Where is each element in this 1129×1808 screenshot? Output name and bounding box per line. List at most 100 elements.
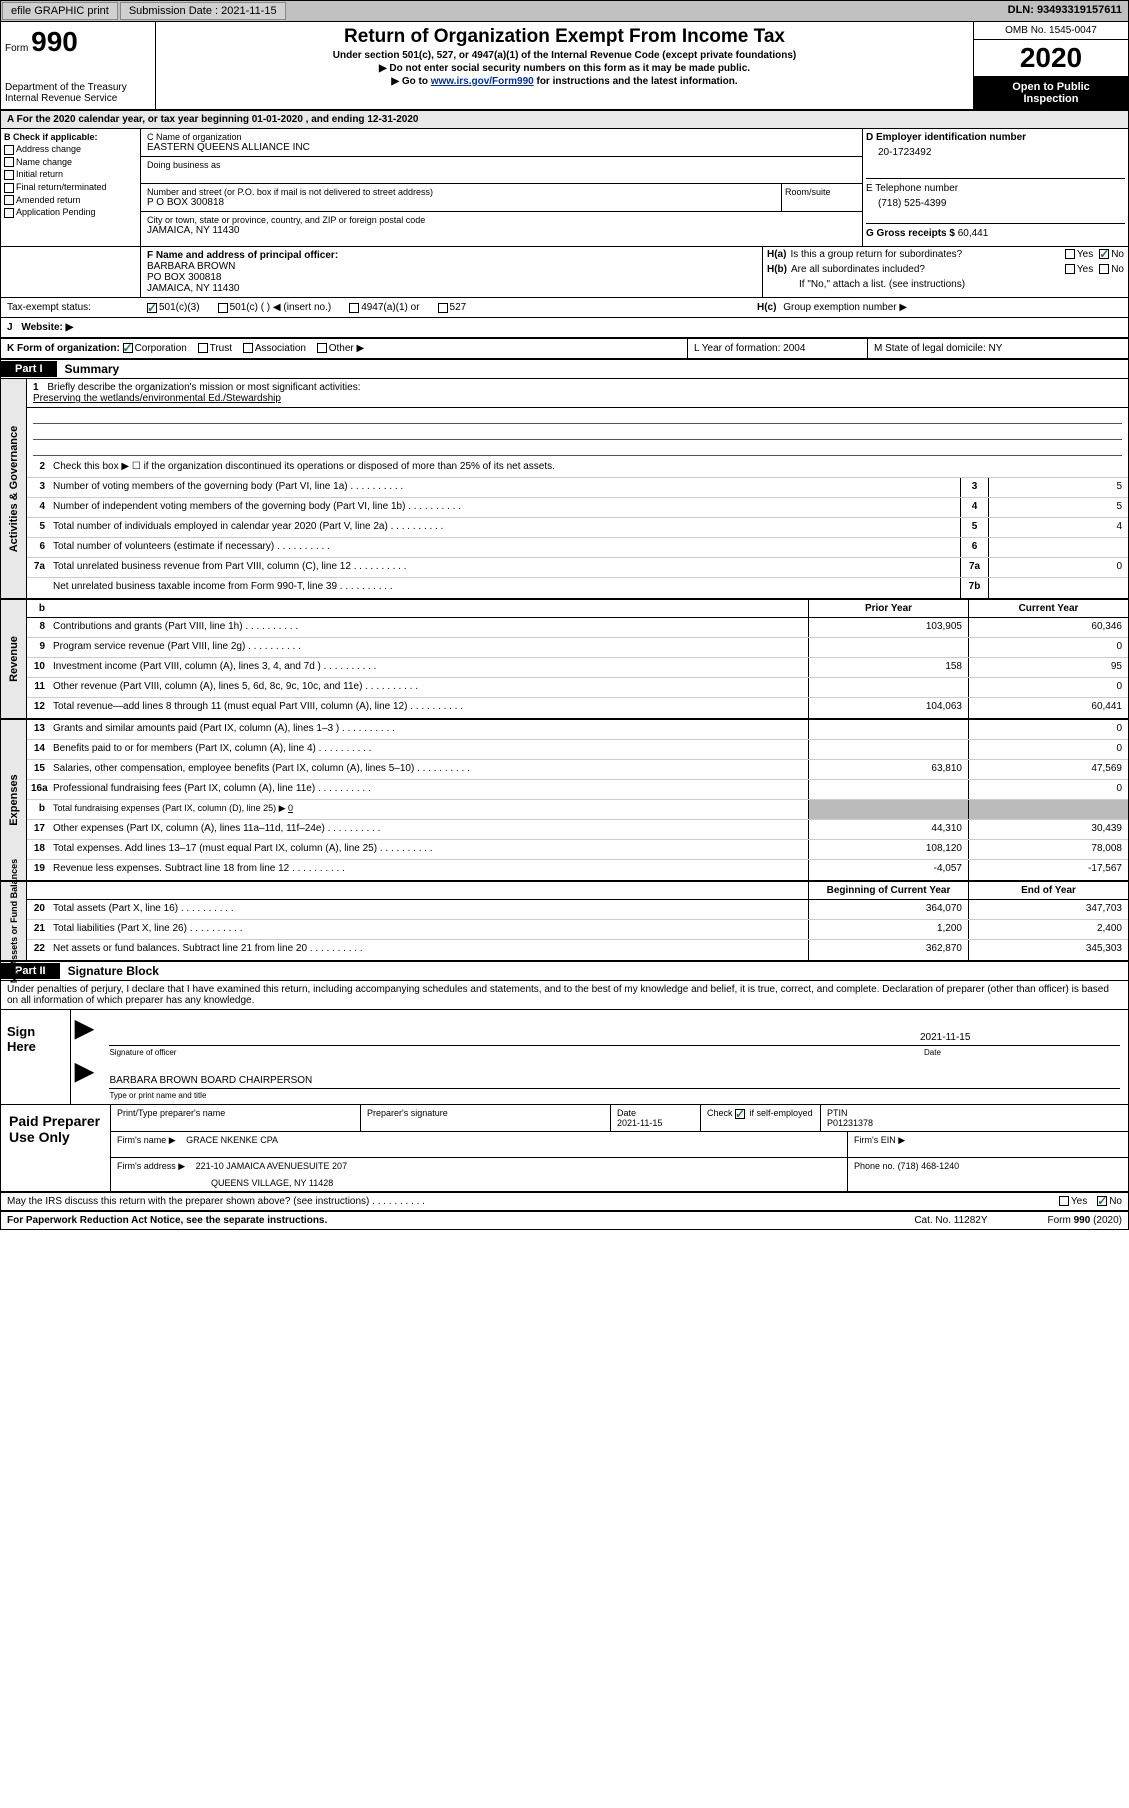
inspect-line2: Inspection	[978, 93, 1124, 105]
checkbox-icon[interactable]	[349, 303, 359, 313]
form990-link[interactable]: www.irs.gov/Form990	[431, 76, 534, 87]
header-left: Form 990 Department of the Treasury Inte…	[1, 22, 156, 109]
checkbox-icon[interactable]	[1065, 264, 1075, 274]
officer-h-row: F Name and address of principal officer:…	[1, 247, 1128, 298]
check-final[interactable]: Final return/terminated	[4, 182, 137, 193]
exempt-label: Tax-exempt status:	[7, 302, 147, 313]
table-row: 22Net assets or fund balances. Subtract …	[27, 940, 1128, 960]
city-cell: City or town, state or province, country…	[141, 212, 862, 239]
h-b-row: H(b) Are all subordinates included? Yes …	[763, 262, 1128, 277]
submission-date-button[interactable]: Submission Date : 2021-11-15	[120, 2, 286, 20]
prior-value: 158	[808, 658, 968, 677]
date-label: Date	[924, 1048, 1124, 1057]
name-label: C Name of organization	[147, 132, 856, 142]
table-row: 8Contributions and grants (Part VIII, li…	[27, 618, 1128, 638]
line-number: 8	[27, 618, 49, 637]
mission-text: Preserving the wetlands/environmental Ed…	[33, 393, 281, 404]
instr2-pre: ▶ Go to	[391, 76, 430, 87]
main-title: Return of Organization Exempt From Incom…	[160, 26, 969, 48]
instr2-post: for instructions and the latest informat…	[534, 76, 738, 87]
checkbox-icon[interactable]	[243, 343, 253, 353]
prior-value	[808, 720, 968, 739]
checkbox-icon[interactable]	[4, 195, 14, 205]
current-value: 0	[968, 678, 1128, 697]
line-number: 20	[27, 900, 49, 919]
governance-section: Activities & Governance 1 Briefly descri…	[1, 379, 1128, 600]
checkbox-icon[interactable]	[4, 183, 14, 193]
table-row: 16aProfessional fundraising fees (Part I…	[27, 780, 1128, 800]
check-pending[interactable]: Application Pending	[4, 207, 137, 218]
opt-527: 527	[450, 302, 467, 313]
prior-value: 362,870	[808, 940, 968, 960]
line-text: Professional fundraising fees (Part IX, …	[49, 780, 808, 799]
checkbox-icon[interactable]	[198, 343, 208, 353]
checkbox-icon[interactable]	[317, 343, 327, 353]
checkbox-checked-icon[interactable]	[1097, 1196, 1107, 1206]
line-number: 15	[27, 760, 49, 779]
prior-value	[808, 638, 968, 657]
firm-addr-cell: Firm's address ▶ 221-10 JAMAICA AVENUESU…	[111, 1158, 848, 1191]
l1-pre: Briefly describe the organization's miss…	[47, 382, 360, 393]
line-3: 3Number of voting members of the governi…	[27, 478, 1128, 498]
check-initial[interactable]: Initial return	[4, 169, 137, 180]
ein-value: 20-1723492	[866, 143, 1125, 162]
efile-print-button[interactable]: efile GRAPHIC print	[2, 2, 118, 20]
check-address[interactable]: Address change	[4, 144, 137, 155]
line-text: Total liabilities (Part X, line 26)	[49, 920, 808, 939]
table-row: 19Revenue less expenses. Subtract line 1…	[27, 860, 1128, 880]
checkbox-checked-icon[interactable]	[1099, 249, 1109, 259]
line-number: 12	[27, 698, 49, 718]
table-row: 13Grants and similar amounts paid (Part …	[27, 720, 1128, 740]
section-b: B Check if applicable: Address change Na…	[1, 129, 141, 246]
line-number: 18	[27, 840, 49, 859]
checkbox-icon[interactable]	[4, 208, 14, 218]
check-amended[interactable]: Amended return	[4, 195, 137, 206]
checkbox-icon[interactable]	[218, 303, 228, 313]
table-row: 12Total revenue—add lines 8 through 11 (…	[27, 698, 1128, 718]
prior-value: 1,200	[808, 920, 968, 939]
checkbox-icon[interactable]	[1059, 1196, 1069, 1206]
sig-content: ▶ 2021-11-15 Signature of officer Date ▶…	[71, 1010, 1128, 1104]
section-d: D Employer identification number 20-1723…	[866, 132, 1125, 179]
current-value: 47,569	[968, 760, 1128, 779]
checkbox-icon[interactable]	[1065, 249, 1075, 259]
checkbox-checked-icon[interactable]	[123, 343, 133, 353]
current-value: 60,441	[968, 698, 1128, 718]
checkbox-icon[interactable]	[1099, 264, 1109, 274]
part2-header: Part II Signature Block	[1, 962, 1128, 981]
k-label: K Form of organization:	[7, 343, 120, 354]
omb-number: OMB No. 1545-0047	[974, 22, 1128, 40]
officer-sig-label: Signature of officer	[109, 1048, 908, 1057]
hc-label: H(c)	[757, 302, 776, 313]
checkbox-checked-icon[interactable]	[735, 1109, 745, 1119]
expenses-vert-label: Expenses	[1, 720, 27, 880]
instruction-1: ▶ Do not enter social security numbers o…	[160, 63, 969, 74]
street-label: Number and street (or P.O. box if mail i…	[147, 187, 775, 197]
subtitle: Under section 501(c), 527, or 4947(a)(1)…	[160, 50, 969, 61]
checkbox-icon[interactable]	[4, 170, 14, 180]
checkbox-icon[interactable]	[438, 303, 448, 313]
line-text: Investment income (Part VIII, column (A)…	[49, 658, 808, 677]
firm-name-cell: Firm's name ▶ GRACE NKENKE CPA	[111, 1132, 848, 1157]
line-7a: 7aTotal unrelated business revenue from …	[27, 558, 1128, 578]
check-namechange[interactable]: Name change	[4, 157, 137, 168]
line-text: Total expenses. Add lines 13–17 (must eq…	[49, 840, 808, 859]
section-f: F Name and address of principal officer:…	[141, 247, 763, 297]
expenses-body: 13Grants and similar amounts paid (Part …	[27, 720, 1128, 880]
checkbox-icon[interactable]	[4, 145, 14, 155]
checkbox-checked-icon[interactable]	[147, 303, 157, 313]
header-right: OMB No. 1545-0047 2020 Open to Public In…	[973, 22, 1128, 109]
revenue-vert-label: Revenue	[1, 600, 27, 718]
prior-value: -4,057	[808, 860, 968, 880]
l-section: L Year of formation: 2004	[688, 339, 868, 358]
checkbox-icon[interactable]	[4, 157, 14, 167]
sign-here-label: Sign Here	[1, 1010, 71, 1104]
firm-ein-cell: Firm's EIN ▶	[848, 1132, 1128, 1157]
opt-4947: 4947(a)(1) or	[361, 302, 419, 313]
table-row: 11Other revenue (Part VIII, column (A), …	[27, 678, 1128, 698]
current-value: 95	[968, 658, 1128, 677]
street-value: P O BOX 300818	[147, 197, 775, 208]
discuss-text: May the IRS discuss this return with the…	[7, 1196, 1059, 1207]
info-right: D Employer identification number 20-1723…	[863, 129, 1128, 246]
b-title: B Check if applicable:	[4, 132, 137, 142]
